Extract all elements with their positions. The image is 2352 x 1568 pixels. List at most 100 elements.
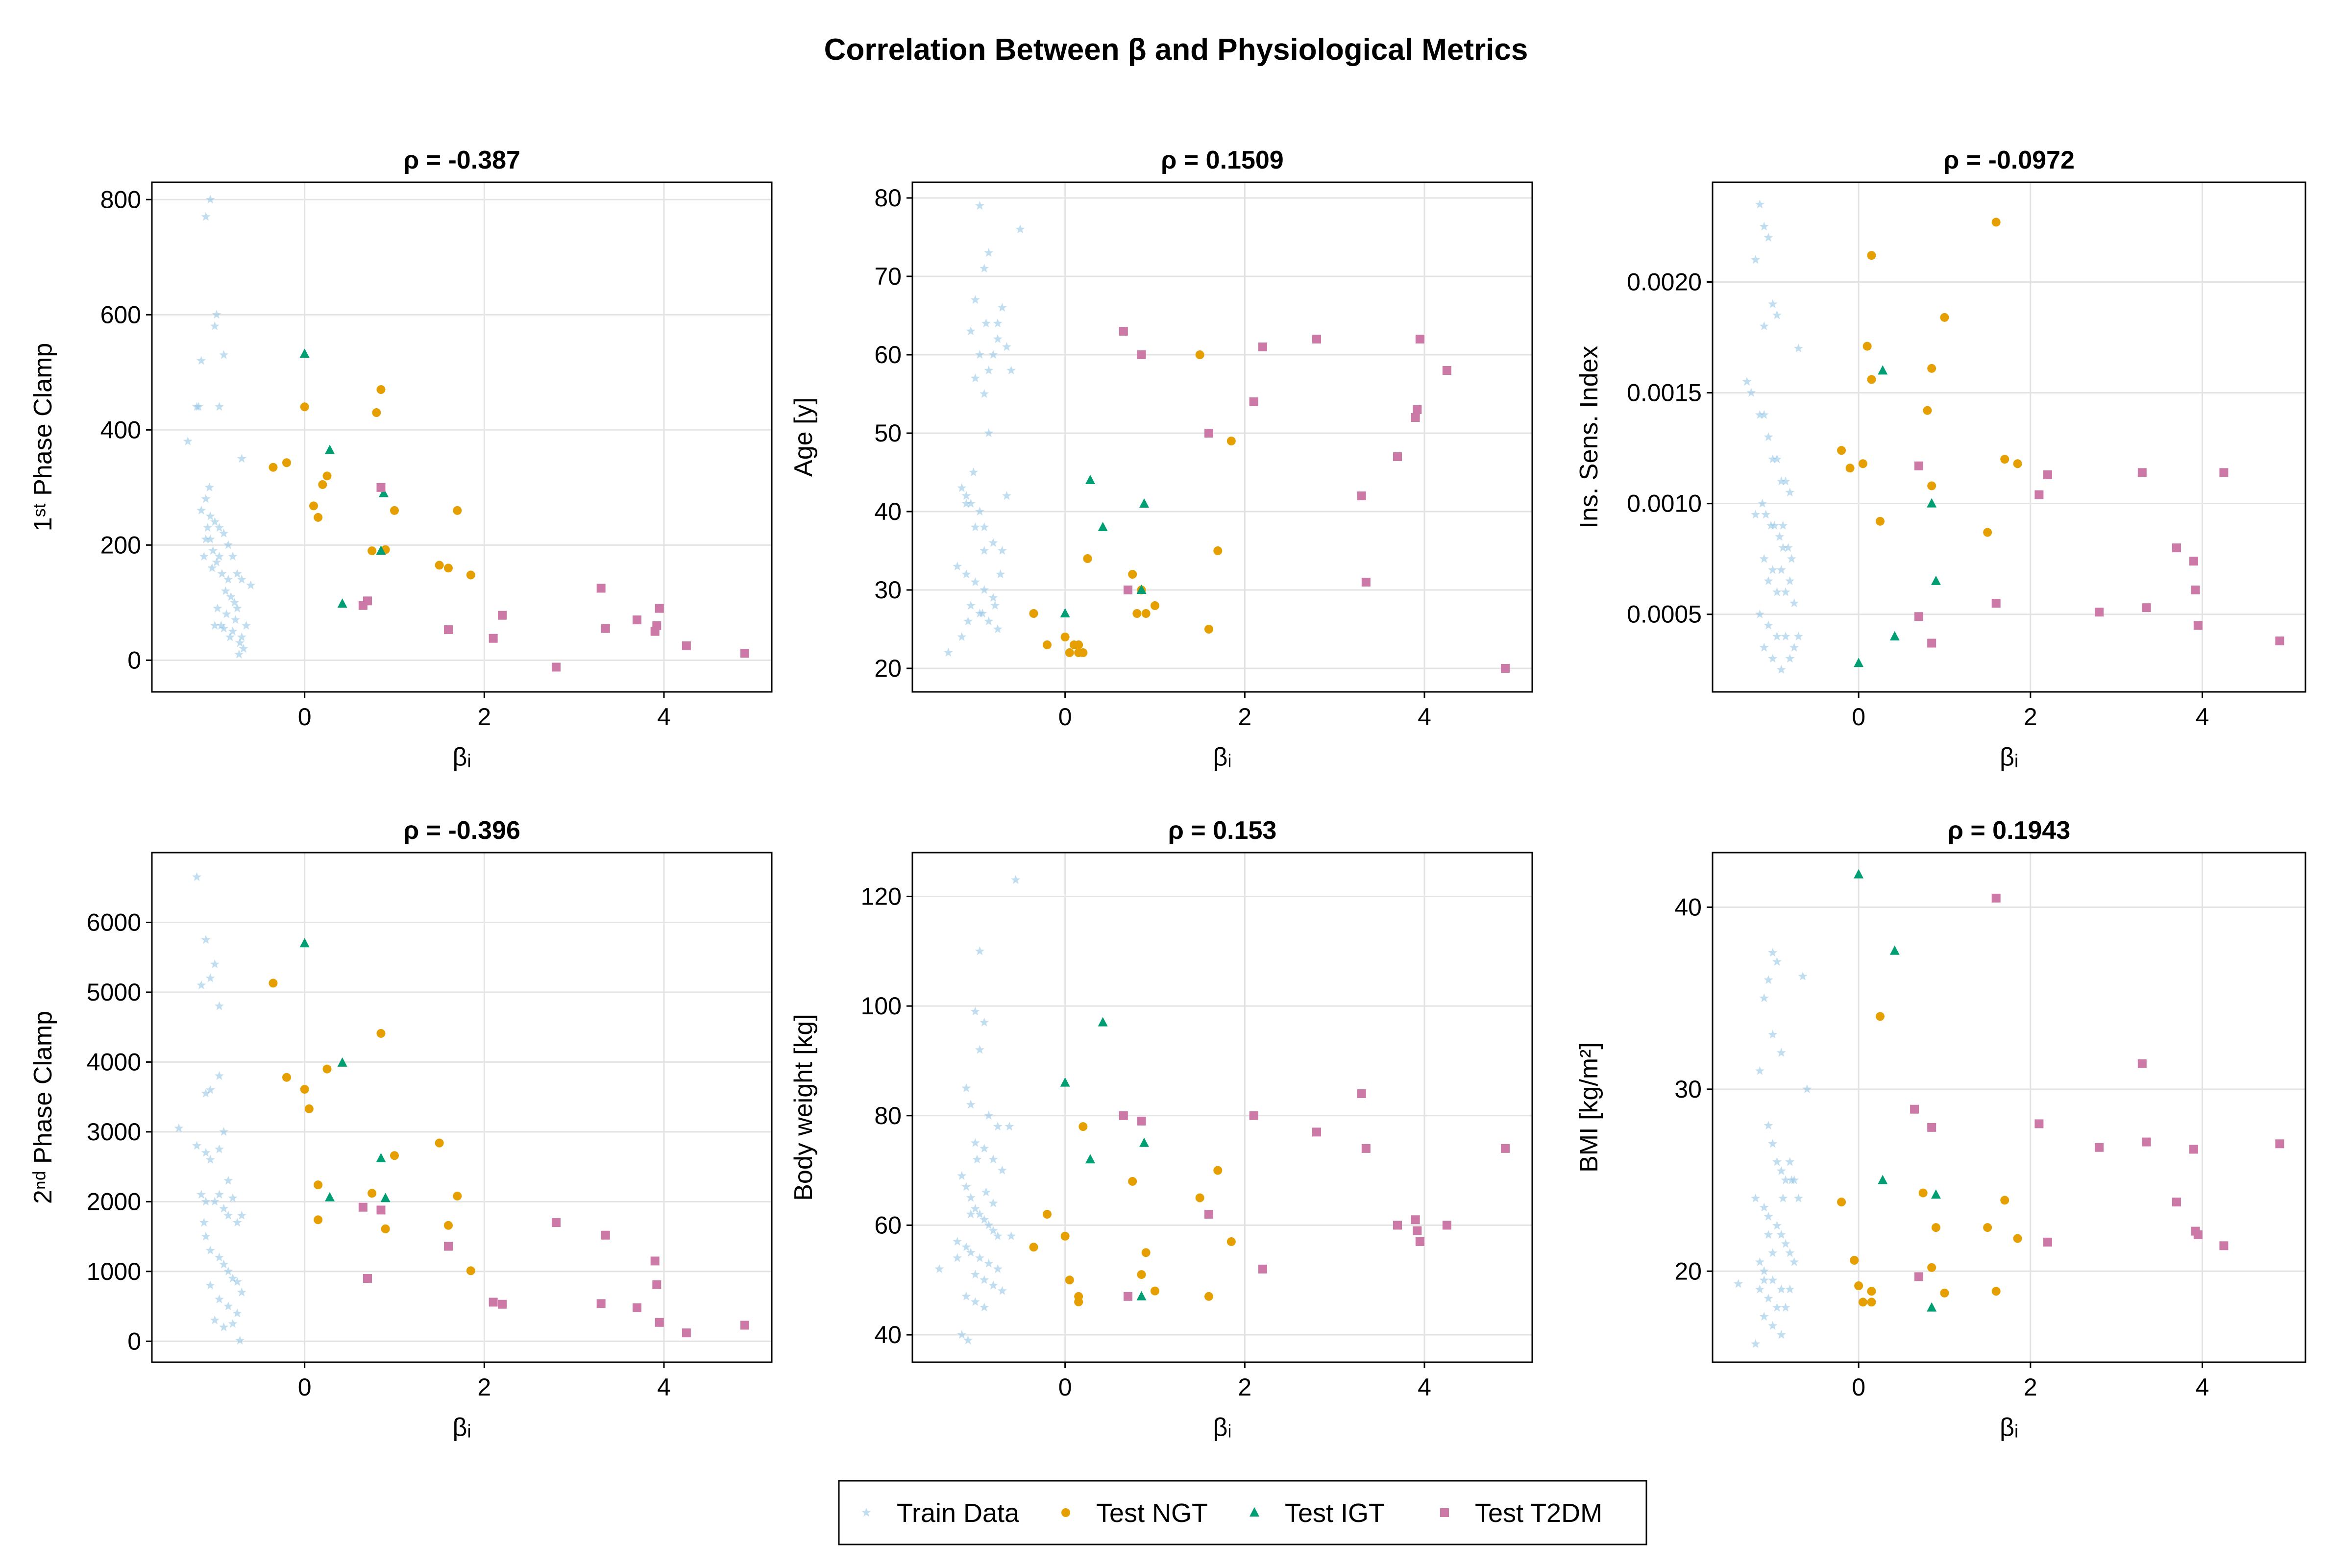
data-point (203, 523, 213, 532)
data-point (975, 946, 984, 956)
data-point (1931, 575, 1941, 585)
data-point (1195, 350, 1204, 359)
data-point (633, 615, 641, 625)
data-point (1768, 454, 1778, 464)
y-axis-label: BMI [kg/m²] (1575, 1042, 1603, 1173)
plot-area (943, 201, 1510, 673)
data-point (2000, 1196, 2009, 1205)
data-point (1755, 1066, 1764, 1075)
data-point (1060, 1231, 1070, 1241)
data-point (1755, 1284, 1764, 1294)
data-point (1357, 491, 1366, 500)
data-point (221, 609, 231, 618)
data-point (980, 585, 989, 594)
data-point (984, 428, 994, 438)
data-point (337, 1057, 347, 1067)
plot-area (183, 195, 749, 672)
data-point (217, 569, 227, 578)
data-point (1195, 1193, 1204, 1202)
data-point (363, 596, 372, 606)
data-point (978, 609, 987, 618)
x-tick-label: 2 (477, 1373, 491, 1401)
data-point (984, 248, 994, 257)
data-point (1098, 522, 1108, 531)
data-point (1764, 576, 1773, 585)
data-point (304, 1104, 314, 1113)
data-point (552, 1218, 561, 1227)
x-tick-label: 2 (477, 703, 491, 731)
data-point (1755, 199, 1764, 209)
data-point (325, 1192, 335, 1201)
data-point (969, 467, 979, 477)
x-axis-label: βᵢ (2000, 1413, 2018, 1442)
data-point (1361, 1144, 1371, 1153)
y-axis-label: 1ˢᵗ Phase Clamp (29, 343, 57, 532)
data-point (363, 1274, 372, 1283)
data-point (1785, 654, 1795, 663)
data-point (196, 1190, 206, 1199)
data-point (1393, 452, 1402, 461)
data-point (957, 1171, 967, 1180)
data-point (1151, 1286, 1159, 1296)
data-point (1867, 251, 1876, 260)
data-point (682, 641, 691, 650)
figure-title: Correlation Between β and Physiological … (824, 33, 1528, 67)
data-point (1991, 218, 2001, 227)
legend-marker (1061, 1508, 1070, 1517)
data-point (1751, 510, 1761, 519)
x-tick-label: 0 (1852, 703, 1865, 731)
data-point (990, 601, 1000, 610)
data-point (201, 935, 211, 944)
data-point (652, 621, 662, 630)
data-point (1837, 446, 1846, 455)
data-point (1442, 1221, 1451, 1230)
data-point (980, 264, 989, 273)
data-point (957, 483, 967, 492)
data-point (1889, 631, 1900, 640)
data-point (194, 402, 203, 411)
data-point (981, 318, 991, 328)
data-point (1758, 498, 1767, 508)
legend-item: Test IGT (1250, 1498, 1385, 1528)
data-point (1204, 625, 1213, 634)
data-point (1411, 1215, 1420, 1225)
data-point (1764, 1294, 1773, 1303)
axes-frame (151, 852, 773, 1363)
data-point (1837, 1198, 1846, 1207)
data-point (1776, 1048, 1786, 1057)
data-point (1785, 488, 1795, 497)
data-point (981, 1187, 991, 1197)
data-point (199, 1218, 209, 1227)
scatter-panel-6: 0 2 4 20 30 40 ρ = 0.1943 βᵢ BMI [kg/m²] (1575, 816, 2306, 1442)
data-point (2095, 1143, 2104, 1152)
panel-title: ρ = -0.387 (403, 146, 520, 174)
data-point (1083, 554, 1092, 563)
data-point (596, 584, 606, 593)
data-point (980, 1275, 989, 1284)
data-point (2137, 1059, 2147, 1068)
data-point (988, 1198, 998, 1207)
data-point (1128, 570, 1137, 579)
data-point (957, 1330, 967, 1339)
series-t2dm (1910, 893, 2284, 1281)
data-point (1778, 543, 1788, 552)
data-point (372, 408, 381, 417)
data-point (2219, 1241, 2229, 1250)
data-point (1029, 609, 1038, 618)
data-point (201, 494, 211, 503)
data-point (961, 499, 971, 508)
data-point (1759, 993, 1769, 1003)
y-tick-label: 0.0020 (1627, 268, 1702, 295)
data-point (984, 616, 994, 626)
data-point (1854, 1281, 1863, 1290)
data-point (215, 523, 224, 532)
data-point (223, 540, 233, 549)
data-point (980, 389, 989, 398)
data-point (650, 1256, 660, 1266)
data-point (201, 212, 211, 221)
data-point (1787, 554, 1796, 563)
data-point (368, 546, 377, 556)
data-point (380, 1193, 391, 1202)
data-point (1983, 1223, 1992, 1232)
data-point (223, 1210, 233, 1220)
